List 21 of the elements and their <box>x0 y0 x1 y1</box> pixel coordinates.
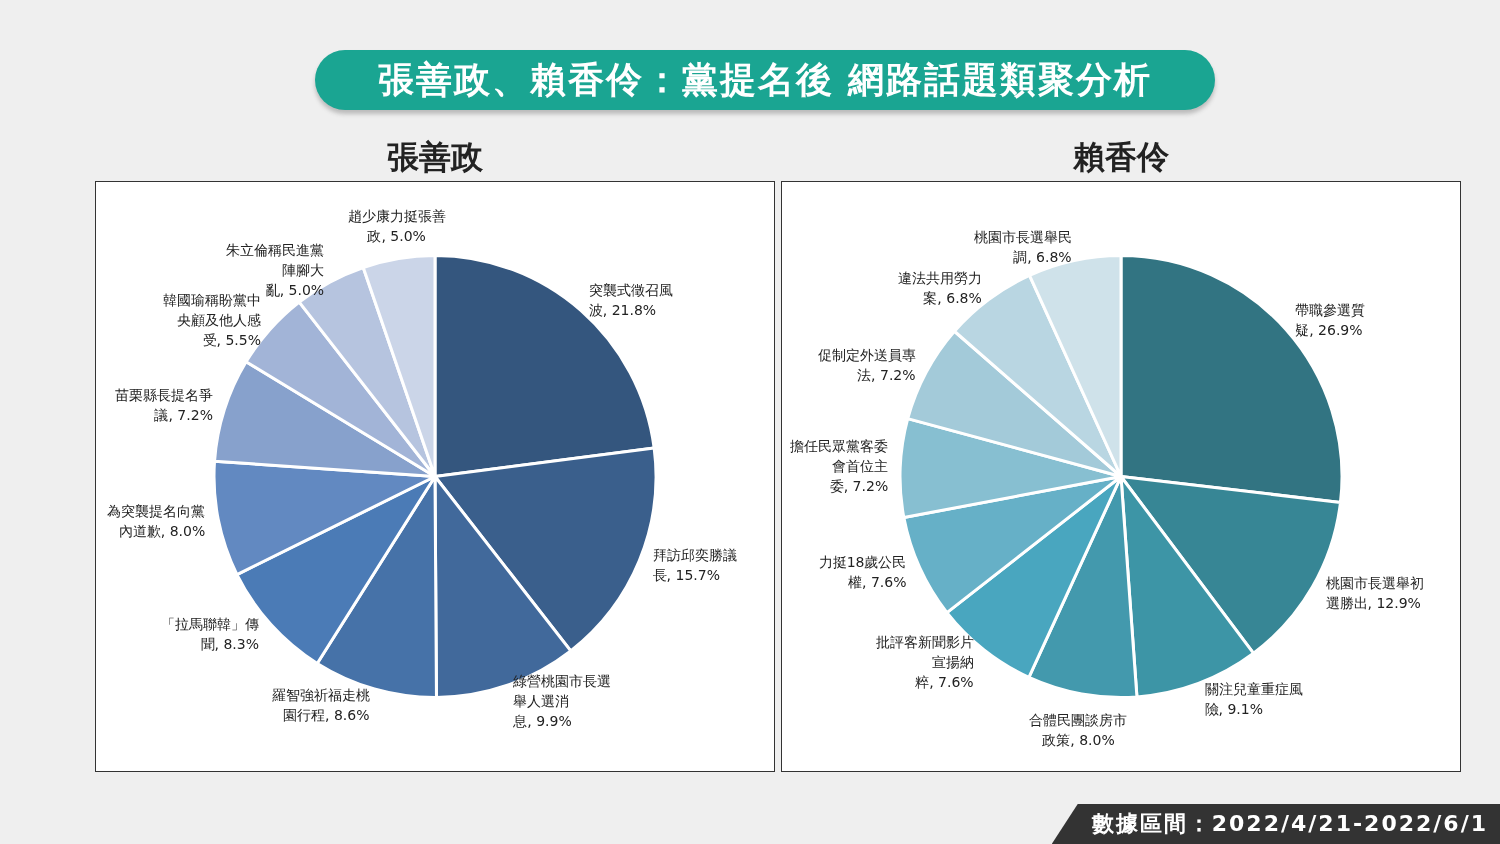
slice-label: 羅智強祈福走桃園行程, 8.6% <box>271 686 370 723</box>
slice-label: 促制定外送員專法, 7.2% <box>817 347 916 384</box>
text: 張善政、賴香伶：黨提名後 網路話題類聚分析 <box>315 50 1215 110</box>
chart-title: 張善政 <box>386 137 484 178</box>
chart-title: 賴香伶 <box>1072 137 1170 178</box>
slice-label: 趙少康力挺張善政, 5.0% <box>347 207 446 244</box>
slice-label: 桃園市長選舉民調, 6.8% <box>973 229 1072 266</box>
slice-label: 苗栗縣長提名爭議, 7.2% <box>114 386 213 423</box>
slice-label: 批評客新聞影片宣揚納粹, 7.6% <box>875 633 974 690</box>
text: 數據區間：2022/4/21-2022/6/1 <box>1051 804 1500 844</box>
slice-label: 「拉馬聯韓」傳聞, 8.3% <box>161 615 260 652</box>
slice-label: 擔任民眾黨客委會首位主委, 7.2% <box>790 438 889 494</box>
slice-label: 桃園市長選舉初選勝出, 12.9% <box>1325 574 1424 611</box>
slice-label: 拜訪邱奕勝議長, 15.7% <box>652 546 737 583</box>
slice-label: 力挺18歲公民權, 7.6% <box>818 554 907 591</box>
slice-label: 合體民團談房市政策, 8.0% <box>1029 711 1128 748</box>
slice-label: 關注兒童重症風險, 9.1% <box>1204 680 1303 717</box>
slice-label: 帶職參選質疑, 26.9% <box>1295 302 1366 339</box>
slice-label: 突襲式徵召風波, 21.8% <box>588 282 673 319</box>
slice-label: 違法共用勞力案, 6.8% <box>897 270 982 307</box>
slice-label: 為突襲提名向黨內道歉, 8.0% <box>107 502 206 539</box>
